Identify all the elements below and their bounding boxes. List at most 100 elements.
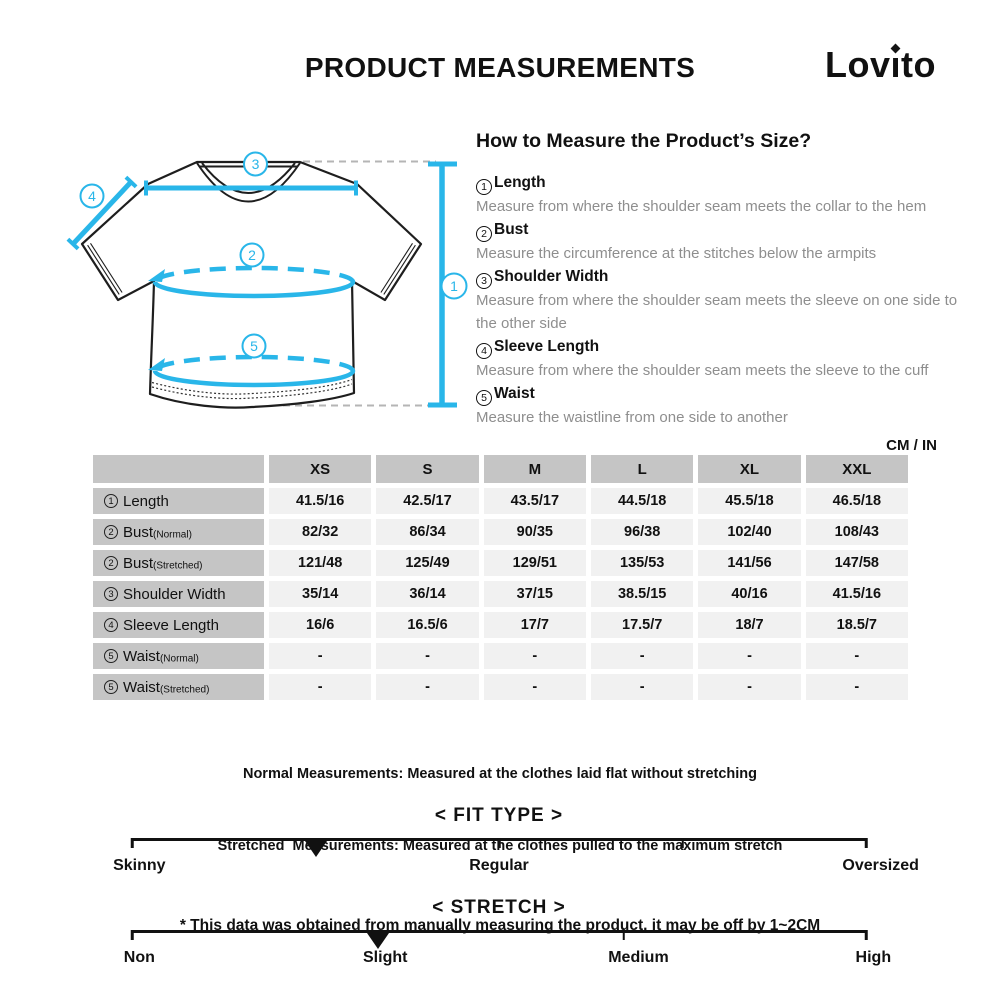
table-value: 108/43 [805, 519, 908, 545]
column-header: XL [698, 455, 801, 483]
column-header: XS [269, 455, 372, 483]
callout-waist: 5 [250, 338, 258, 354]
table-value: 90/35 [483, 519, 586, 545]
logo-diamond-i: ı [890, 43, 902, 85]
circled-number: 3 [104, 587, 118, 601]
row-label-sleeve-length: 4 Sleeve Length [93, 612, 264, 638]
stretch-bar: Non Slight Medium High [124, 930, 891, 972]
table-value: 41.5/16 [805, 581, 908, 607]
bust-ellipse-solid [152, 281, 356, 299]
table-value: 16/6 [269, 612, 372, 638]
row-label-bust-stretched: 2 Bust (Stretched) [93, 550, 264, 576]
table-value: 141/56 [698, 550, 801, 576]
measurement-lines [66, 161, 457, 408]
table-value: 42.5/17 [376, 488, 479, 514]
row-label-length: 1 Length [93, 488, 264, 514]
measurement-notes: Normal Measurements: Measured at the clo… [0, 714, 1000, 986]
table-value: 16.5/6 [376, 612, 479, 638]
bust-arrow [148, 269, 165, 282]
measure-item-sleeve-length: 4 Sleeve Length Measure from where the sh… [476, 335, 958, 382]
circled-number: 5 [476, 390, 492, 406]
table-value: 36/14 [376, 581, 479, 607]
table-value: 82/32 [269, 519, 372, 545]
measure-item-bust: 2 Bust Measure the circumference at the s… [476, 218, 958, 265]
size-table: XS S M L XL XXL 1 Length 41.5/16 42.5/17 … [93, 455, 908, 700]
scale-label-skinny: Skinny [113, 857, 166, 874]
fit-type-title: < FIT TYPE > [434, 805, 564, 826]
page-title: PRODUCT MEASUREMENTS [304, 52, 696, 83]
circled-number: 4 [476, 343, 492, 359]
table-value: - [483, 674, 586, 700]
table-value: 17/7 [483, 612, 586, 638]
callout-sleeve: 4 [88, 188, 96, 204]
table-value: - [269, 674, 372, 700]
table-value: 129/51 [483, 550, 586, 576]
measure-item-desc: Measure from where the shoulder seam mee… [476, 292, 958, 332]
circled-number: 5 [104, 649, 118, 663]
table-value: 46.5/18 [805, 488, 908, 514]
note-stretched: Stretched Measurements: Measured at the … [217, 838, 783, 854]
table-value: 45.5/18 [698, 488, 801, 514]
circled-number: 1 [104, 494, 118, 508]
circled-number: 5 [104, 680, 118, 694]
tshirt-measurement-diagram: 3 4 2 5 1 [66, 151, 468, 409]
measure-item-shoulder-width: 3 Shoulder Width Measure from where the s… [476, 265, 958, 335]
table-value: - [376, 674, 479, 700]
row-label-waist-normal: 5 Waist (Normal) [93, 643, 264, 669]
circled-number: 2 [476, 226, 492, 242]
table-value: 135/53 [591, 550, 694, 576]
circled-number: 2 [104, 556, 118, 570]
table-value: 18.5/7 [805, 612, 908, 638]
corner-cell [93, 455, 264, 483]
circled-number: 2 [104, 525, 118, 539]
measure-item-desc: Measure from where the shoulder seam mee… [476, 198, 927, 215]
table-value: - [698, 643, 801, 669]
column-header: S [376, 455, 479, 483]
stretch-title: < STRETCH > [432, 897, 566, 918]
scale-label-non: Non [123, 949, 155, 966]
waist-ellipse-dashed [152, 354, 356, 372]
table-value: - [591, 674, 694, 700]
row-label-shoulder-width: 3 Shoulder Width [93, 581, 264, 607]
circled-number: 3 [476, 273, 492, 289]
stretch-scale: < STRETCH > Non Slight Medium High [124, 897, 891, 972]
measure-item-desc: Measure the waistline from one side to a… [476, 409, 788, 426]
callout-bust: 2 [248, 247, 256, 263]
cuff-stitching [87, 243, 416, 295]
stretch-marker-icon [366, 933, 389, 949]
measure-item-desc: Measure the circumference at the stitche… [476, 245, 877, 262]
callout-length: 1 [450, 278, 458, 294]
fit-type-scale: < FIT TYPE > Skinny Regular Oversized [113, 805, 919, 880]
scale-label-slight: Slight [363, 949, 408, 966]
table-value: - [698, 674, 801, 700]
scale-label-medium: Medium [608, 949, 669, 966]
measure-item-desc: Measure from where the shoulder seam mee… [476, 362, 929, 379]
table-value: 17.5/7 [591, 612, 694, 638]
table-value: 44.5/18 [591, 488, 694, 514]
table-value: - [805, 643, 908, 669]
table-value: - [591, 643, 694, 669]
tshirt-outline [80, 160, 423, 409]
diagram-callouts: 3 4 2 5 1 [79, 151, 468, 359]
table-value: 40/16 [698, 581, 801, 607]
brand-logo: Lovı to [824, 43, 936, 85]
row-label-bust-normal: 2 Bust (Normal) [93, 519, 264, 545]
table-value: - [805, 674, 908, 700]
table-value: - [269, 643, 372, 669]
column-header: XXL [805, 455, 908, 483]
circled-number: 1 [476, 179, 492, 195]
table-value: 125/49 [376, 550, 479, 576]
bust-ellipse-dashed [152, 265, 356, 283]
table-value: - [376, 643, 479, 669]
column-header: M [483, 455, 586, 483]
scale-label-oversized: Oversized [842, 857, 919, 874]
waist-ellipse-solid [152, 370, 356, 388]
table-value: - [483, 643, 586, 669]
table-value: 38.5/15 [591, 581, 694, 607]
fit-type-marker-icon [304, 841, 327, 857]
table-value: 121/48 [269, 550, 372, 576]
table-value: 86/34 [376, 519, 479, 545]
waist-arrow [148, 358, 165, 371]
scale-line [132, 930, 866, 933]
